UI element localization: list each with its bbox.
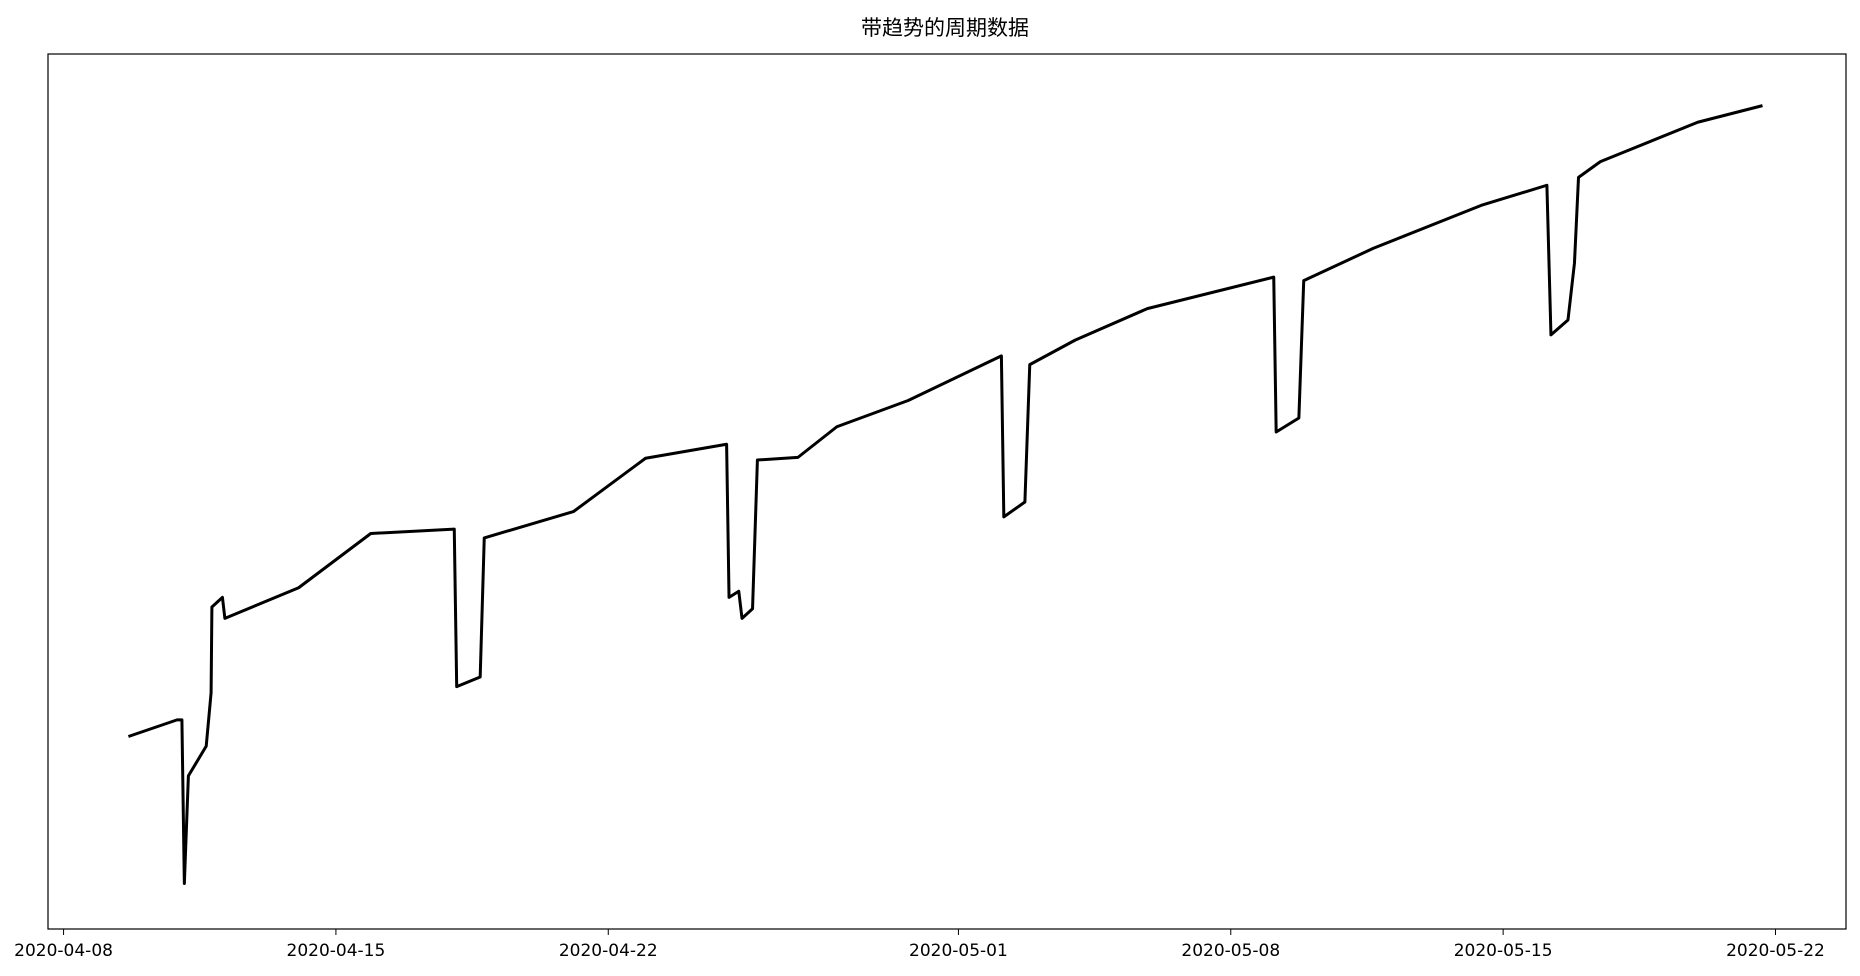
- chart-title: 带趋势的周期数据: [861, 16, 1029, 40]
- x-tick-label: 2020-05-01: [909, 941, 1008, 961]
- axes-frame: [47, 53, 1847, 930]
- data-line: [127, 104, 1763, 885]
- x-tick-label: 2020-05-15: [1454, 941, 1553, 961]
- x-tick-label: 2020-05-22: [1726, 941, 1825, 961]
- x-tick-label: 2020-04-22: [559, 941, 658, 961]
- x-tick-label: 2020-04-15: [287, 941, 386, 961]
- x-tick-label: 2020-04-08: [14, 941, 113, 961]
- x-tick-label: 2020-05-08: [1181, 941, 1280, 961]
